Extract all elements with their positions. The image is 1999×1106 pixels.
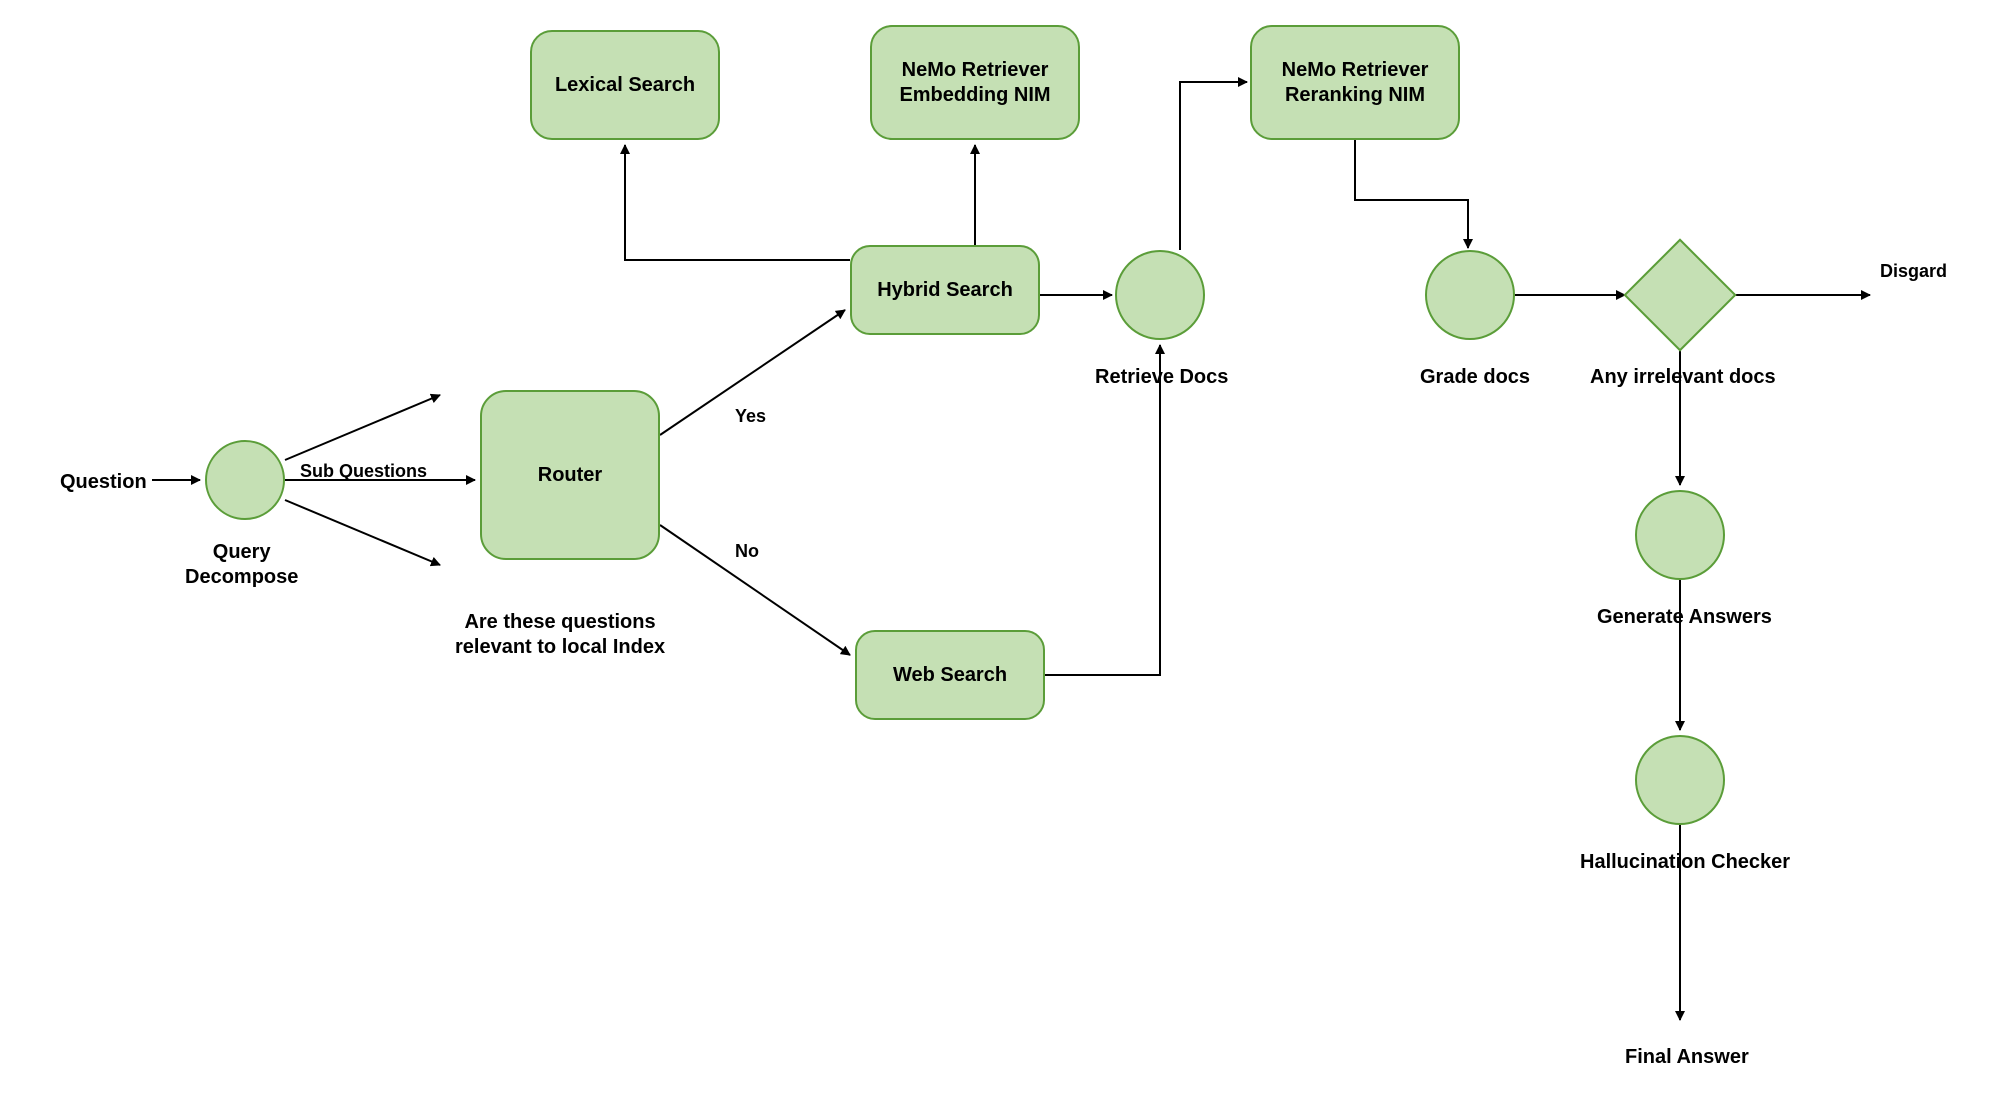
node-retrieve-docs [1115,250,1205,340]
caption-question: Question [60,470,147,495]
caption-final-answer: Final Answer [1625,1045,1749,1070]
node-nemo-embedding: NeMo Retriever Embedding NIM [870,25,1080,140]
edge-10 [1180,82,1247,250]
node-lexical-search: Lexical Search [530,30,720,140]
caption-retrieve-docs: Retrieve Docs [1095,365,1228,390]
edge-label-yes: Yes [735,405,766,428]
flowchart-canvas: Router Lexical Search NeMo Retriever Embed… [0,0,1999,1106]
edge-label-no: No [735,540,759,563]
edge-11 [1355,140,1468,248]
node-hybrid-search: Hybrid Search [850,245,1040,335]
edge-9 [1045,345,1160,675]
node-web-search: Web Search [855,630,1045,720]
node-grade-docs [1425,250,1515,340]
caption-generate-answers: Generate Answers [1597,605,1772,630]
caption-query-decompose: Query Decompose [185,540,298,590]
node-nemo-rerank: NeMo Retriever Reranking NIM [1250,25,1460,140]
edge-3 [285,500,440,565]
edge-label-sub-questions: Sub Questions [300,460,427,483]
caption-hallucination: Hallucination Checker [1580,850,1790,875]
edge-1 [285,395,440,460]
node-query-decompose [205,440,285,520]
edge-label-discard: Disgard [1880,260,1947,283]
node-generate-answers [1635,490,1725,580]
node-router: Router [480,390,660,560]
caption-grade-docs: Grade docs [1420,365,1530,390]
node-irrelevant-docs [1623,238,1736,351]
edge-6 [625,145,850,260]
caption-router-caption: Are these questions relevant to local In… [455,610,665,660]
node-hallucination [1635,735,1725,825]
caption-irrelevant-docs: Any irrelevant docs [1590,365,1776,390]
